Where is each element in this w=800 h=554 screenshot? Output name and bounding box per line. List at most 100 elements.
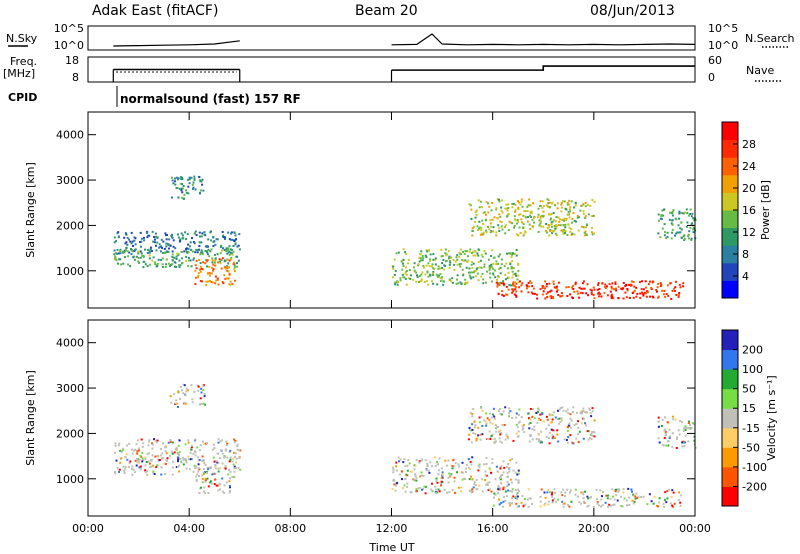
- power-pixel: [401, 268, 404, 271]
- velocity-pixel: [693, 439, 696, 442]
- power-pixel: [207, 238, 210, 241]
- velocity-pixel: [174, 402, 177, 405]
- power-pixel: [579, 209, 582, 212]
- power-pixel: [517, 281, 520, 284]
- velocity-pixel: [224, 455, 227, 458]
- power-pixel: [513, 226, 515, 229]
- power-pixel: [130, 242, 133, 245]
- power-pixel: [153, 261, 156, 264]
- power-pixel: [198, 245, 201, 247]
- power-pixel: [507, 203, 510, 206]
- velocity-pixel: [169, 439, 172, 441]
- power-pixel: [140, 245, 142, 248]
- power-pixel: [117, 262, 119, 265]
- velocity-pixel: [580, 491, 583, 494]
- velocity-pixel: [217, 461, 220, 464]
- velocity-pixel: [404, 477, 407, 480]
- velocity-pixel: [136, 460, 139, 463]
- power-pixel: [500, 263, 503, 266]
- power-pixel: [488, 205, 491, 208]
- power-pixel: [431, 280, 433, 283]
- power-pixel: [537, 213, 540, 216]
- power-pixel: [495, 281, 498, 284]
- velocity-pixel: [153, 438, 155, 441]
- power-pixel: [461, 268, 464, 271]
- velocity-pixel: [115, 459, 118, 462]
- velocity-pixel: [213, 447, 216, 450]
- colorbar-segment: [722, 280, 738, 299]
- velocity-pixel: [401, 470, 403, 473]
- power-pixel: [680, 221, 683, 224]
- power-pixel: [569, 230, 572, 233]
- velocity-pixel: [403, 458, 406, 461]
- power-pixel: [626, 289, 629, 292]
- velocity-pixel: [134, 459, 137, 462]
- power-pixel: [439, 277, 442, 279]
- velocity-pixel: [674, 418, 677, 421]
- velocity-pixel: [515, 461, 518, 464]
- velocity-pixel: [175, 447, 178, 449]
- power-pixel: [511, 276, 514, 279]
- power-pixel: [147, 234, 150, 237]
- velocity-pixel: [424, 492, 427, 495]
- velocity-pixel: [470, 491, 473, 494]
- velocity-pixel: [558, 408, 561, 411]
- velocity-pixel: [156, 439, 159, 442]
- velocity-pixel: [211, 448, 214, 451]
- velocity-pixel: [617, 490, 620, 493]
- power-pixel: [614, 282, 617, 285]
- velocity-pixel: [470, 463, 473, 466]
- velocity-pixel: [485, 412, 488, 415]
- velocity-pixel: [521, 428, 524, 431]
- power-pixel: [591, 231, 593, 234]
- power-pixel: [597, 284, 600, 286]
- power-pixel: [442, 283, 445, 286]
- power-pixel: [515, 282, 518, 285]
- velocity-pixel: [216, 484, 219, 487]
- power-pixel: [681, 212, 684, 215]
- power-pixel: [509, 263, 512, 266]
- velocity-pixel: [485, 424, 488, 427]
- power-pixel: [639, 292, 642, 295]
- power-pixel: [582, 212, 585, 215]
- power-pixel: [462, 274, 465, 277]
- power-pixel: [475, 209, 478, 212]
- velocity-pixel: [495, 440, 497, 443]
- power-pixel: [593, 297, 596, 300]
- power-pixel: [456, 254, 459, 257]
- power-pixel: [553, 286, 556, 289]
- power-pixel: [527, 204, 530, 207]
- power-pixel: [429, 253, 432, 256]
- velocity-pixel: [509, 459, 512, 462]
- power-pixel: [520, 218, 523, 221]
- power-pixel: [511, 270, 514, 273]
- velocity-pixel: [529, 418, 532, 421]
- power-pixel: [456, 263, 459, 266]
- power-pixel: [516, 278, 519, 281]
- power-pixel: [222, 282, 225, 285]
- velocity-pixel: [633, 500, 636, 503]
- velocity-pixel: [207, 485, 210, 488]
- power-pixel: [479, 259, 482, 262]
- power-pixel: [663, 223, 666, 226]
- power-pixel: [680, 228, 683, 231]
- power-pixel: [628, 296, 631, 299]
- velocity-pixel: [229, 477, 232, 480]
- velocity-pixel: [561, 500, 564, 503]
- velocity-pixel: [196, 473, 199, 476]
- velocity-pixel: [498, 503, 501, 506]
- velocity-pixel: [539, 441, 542, 444]
- power-pixel: [227, 231, 230, 234]
- power-pixel: [199, 253, 202, 256]
- power-pixel: [185, 259, 188, 262]
- velocity-pixel: [185, 387, 188, 390]
- power-pixel: [522, 227, 525, 230]
- velocity-pixel: [565, 439, 568, 441]
- power-pixel: [633, 289, 636, 292]
- power-pixel: [556, 202, 559, 205]
- velocity-pixel: [161, 452, 164, 455]
- velocity-pixel: [578, 501, 581, 504]
- power-pixel: [143, 239, 146, 242]
- power-pixel: [477, 254, 480, 257]
- power-pixel: [482, 222, 485, 225]
